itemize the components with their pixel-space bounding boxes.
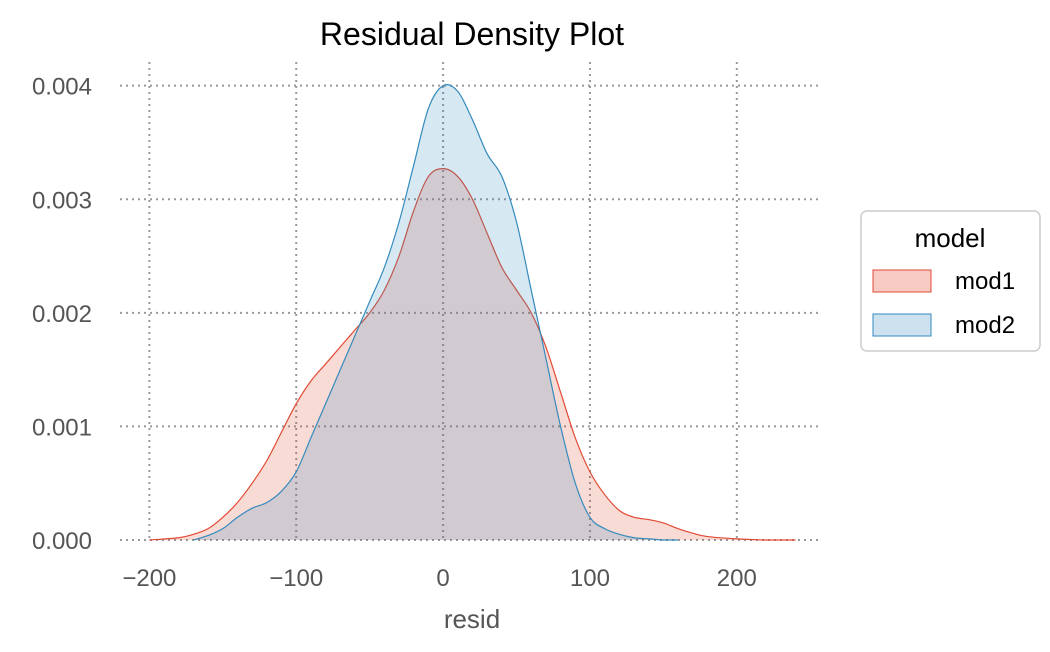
legend: model mod1 mod2 — [860, 210, 1041, 352]
x-axis-ticks: −200 −100 0 100 200 — [122, 565, 757, 592]
x-tick-label: 0 — [436, 565, 449, 592]
x-tick-label: 100 — [570, 565, 610, 592]
legend-label-mod1: mod1 — [955, 268, 1015, 295]
legend-items: mod1 mod2 — [872, 268, 1015, 339]
x-tick-label: 200 — [717, 565, 757, 592]
plot-area — [149, 83, 796, 541]
density-line-mod2 — [193, 83, 679, 541]
area-fill-mod1 — [149, 168, 796, 540]
y-tick-label: 0.003 — [32, 187, 92, 214]
legend-title: model — [915, 223, 986, 253]
x-tick-label: −200 — [122, 565, 176, 592]
area-fill-mod2 — [193, 84, 679, 540]
y-tick-label: 0.002 — [32, 301, 92, 328]
x-tick-label: −100 — [269, 565, 323, 592]
y-tick-label: 0.001 — [32, 414, 92, 441]
legend-label-mod2: mod2 — [955, 312, 1015, 339]
y-tick-label: 0.000 — [32, 528, 92, 555]
legend-swatch-mod1 — [872, 269, 932, 293]
legend-swatch-mod2 — [872, 313, 932, 337]
chart-title: Residual Density Plot — [320, 16, 624, 52]
y-axis-ticks: 0.000 0.001 0.002 0.003 0.004 — [32, 74, 92, 555]
y-tick-label: 0.004 — [32, 74, 92, 101]
density-line-mod1 — [149, 167, 796, 541]
x-axis-label: resid — [444, 604, 500, 634]
grid — [120, 62, 822, 541]
